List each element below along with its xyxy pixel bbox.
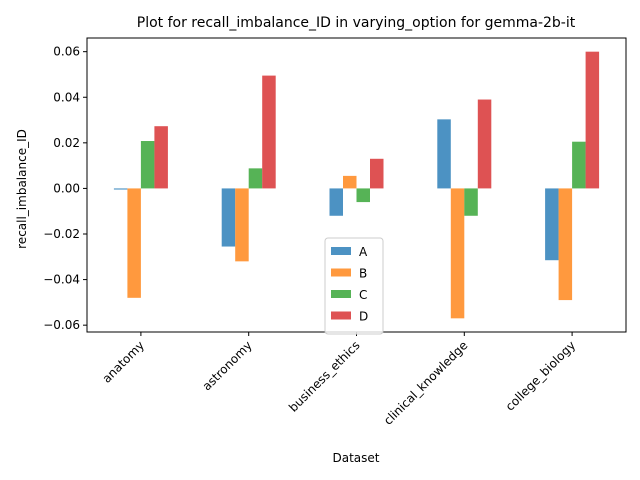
x-tick-label: clinical_knowledge xyxy=(381,338,470,427)
bar-c-clinical-knowledge xyxy=(464,188,478,216)
y-tick-label: 0.02 xyxy=(53,136,80,150)
legend-label-d: D xyxy=(359,310,368,324)
x-tick-label: astronomy xyxy=(200,338,255,393)
x-axis-label: Dataset xyxy=(333,451,380,465)
y-tick-label: −0.06 xyxy=(43,318,80,332)
bar-a-astronomy xyxy=(221,188,236,247)
legend-label-c: C xyxy=(359,288,367,302)
legend xyxy=(324,237,384,335)
bar-d-astronomy xyxy=(262,75,276,189)
bar-c-business-ethics xyxy=(356,188,370,203)
x-tick-label: college_biology xyxy=(503,338,578,413)
bar-b-anatomy xyxy=(127,188,141,298)
legend-swatch-b xyxy=(331,268,351,277)
chart-title: Plot for recall_imbalance_ID in varying_… xyxy=(137,15,576,31)
bar-d-business-ethics xyxy=(370,158,384,189)
legend-swatch-c xyxy=(331,290,351,298)
legend-label-a: A xyxy=(359,245,368,259)
y-tick-label: 0.06 xyxy=(53,45,80,59)
bar-b-astronomy xyxy=(235,188,249,262)
y-tick-label: 0.00 xyxy=(53,181,80,195)
bar-b-clinical-knowledge xyxy=(450,188,465,319)
bar-c-college-biology xyxy=(572,141,586,189)
legend-swatch-d xyxy=(331,311,351,320)
bar-a-clinical-knowledge xyxy=(437,119,451,189)
legend-swatch-a xyxy=(331,247,351,255)
bar-b-college-biology xyxy=(558,188,573,301)
bar-a-business-ethics xyxy=(329,188,343,216)
y-axis-label: recall_imbalance_ID xyxy=(15,129,29,249)
y-tick-label: 0.04 xyxy=(53,90,80,104)
bar-b-business-ethics xyxy=(343,175,357,189)
bar-a-college-biology xyxy=(545,188,559,261)
legend-label-b: B xyxy=(359,267,367,281)
x-tick-label: business_ethics xyxy=(286,338,363,415)
bar-d-anatomy xyxy=(154,126,168,189)
bar-c-astronomy xyxy=(248,168,263,189)
y-tick-label: −0.04 xyxy=(43,273,80,287)
bar-d-college-biology xyxy=(585,51,600,189)
bar-c-anatomy xyxy=(140,141,155,189)
x-tick-label: anatomy xyxy=(100,338,147,385)
bar-d-clinical-knowledge xyxy=(477,99,492,189)
bar-a-anatomy xyxy=(113,188,128,190)
y-tick-label: −0.02 xyxy=(43,227,80,241)
